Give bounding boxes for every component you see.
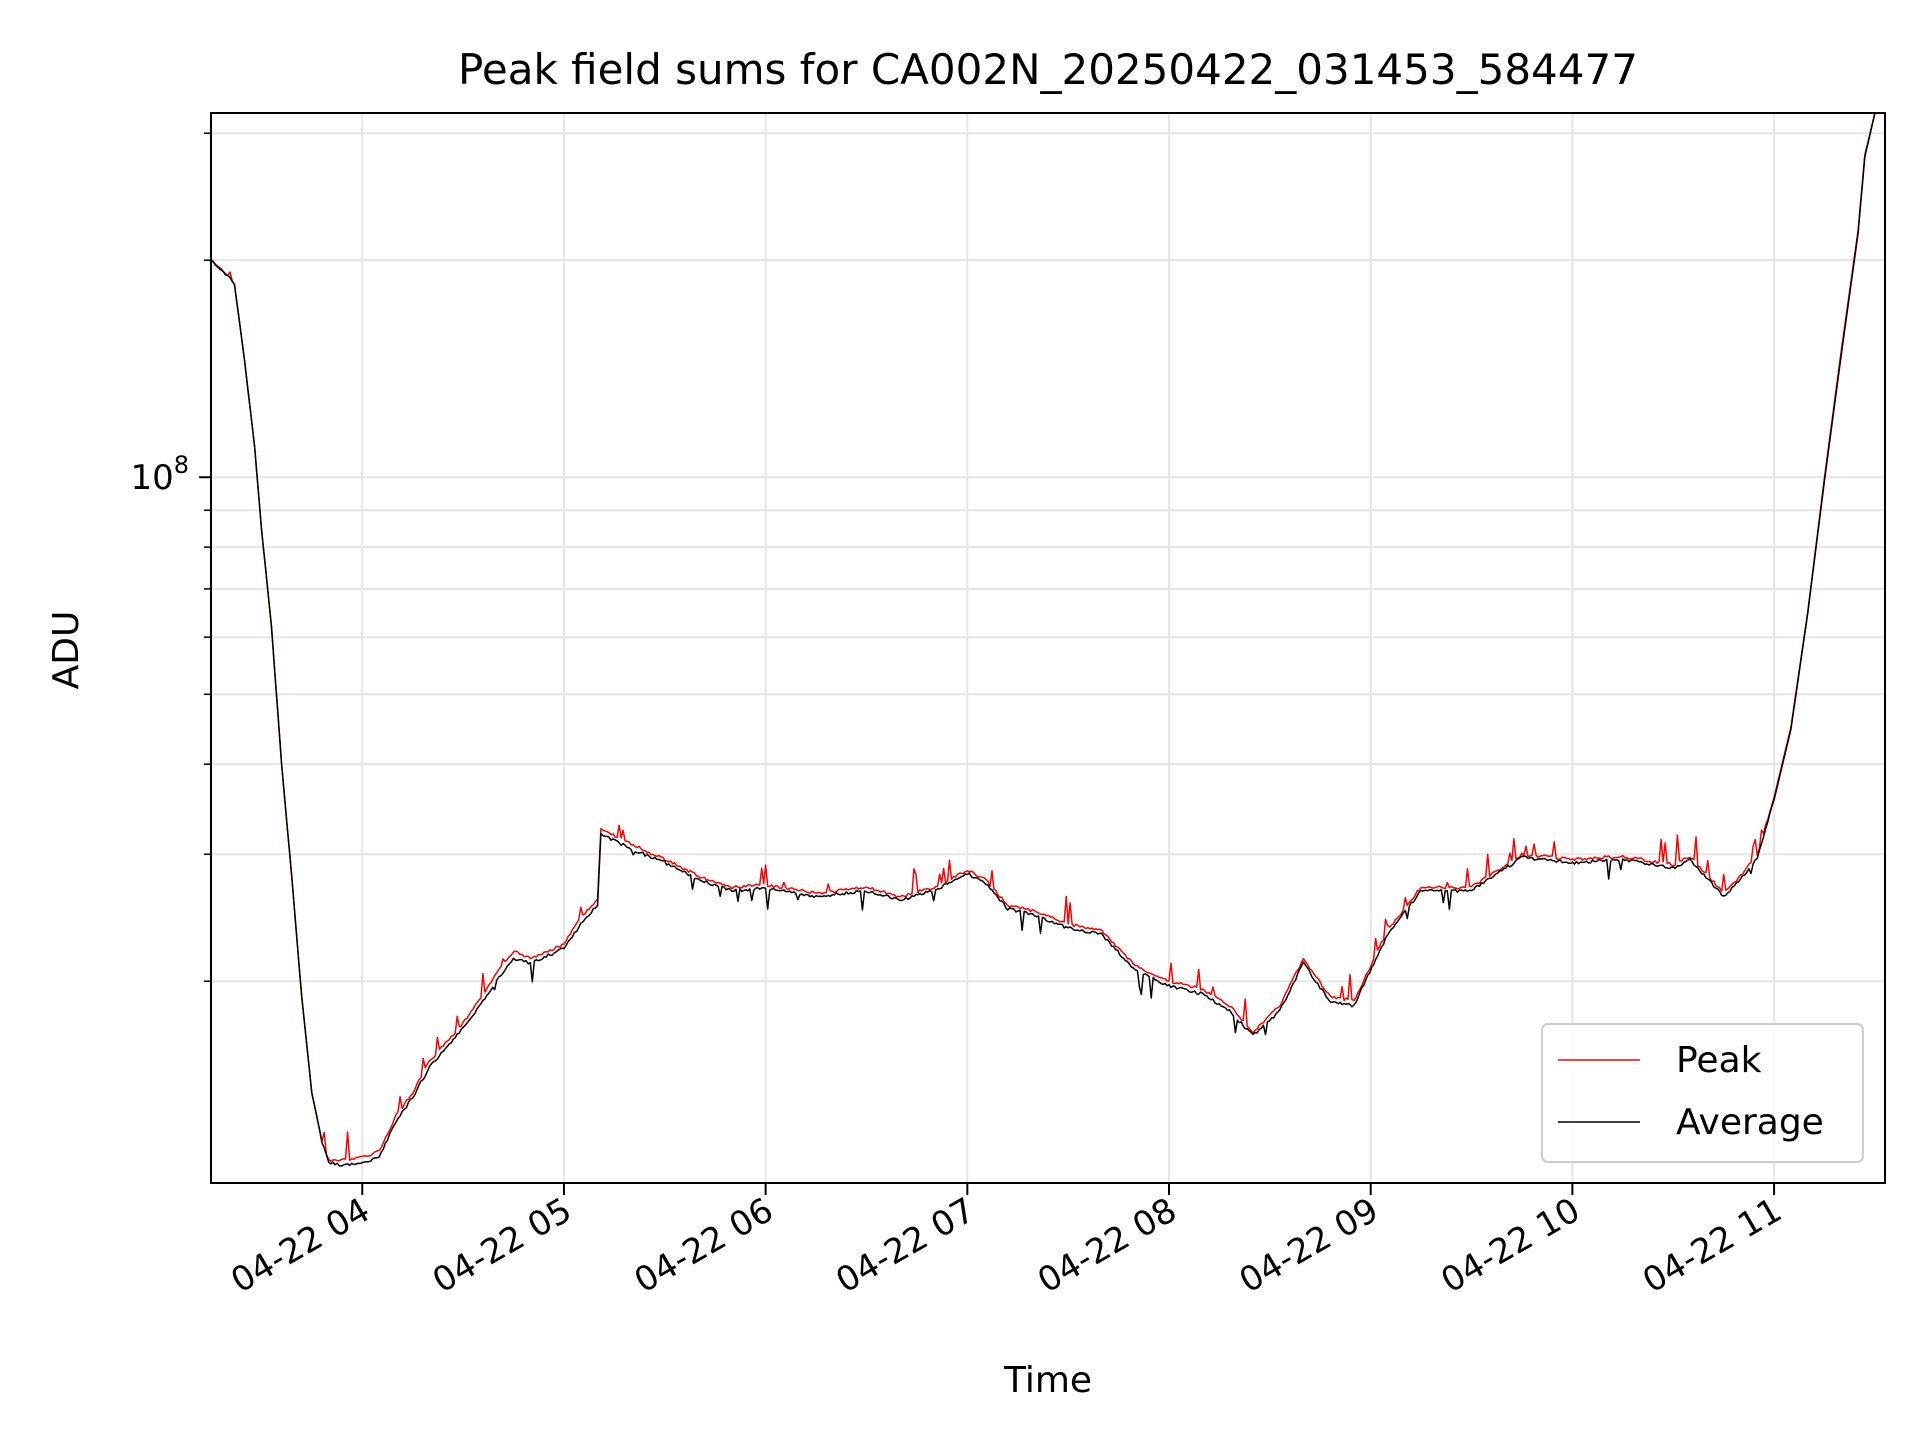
legend: Peak Average xyxy=(1541,1023,1864,1163)
plot-frame xyxy=(210,112,1886,1184)
chart-title: Peak field sums for CA002N_20250422_0314… xyxy=(458,45,1638,94)
y-axis-label: ADU xyxy=(46,611,87,690)
gridlines xyxy=(211,113,1885,1183)
y-axis: 108 xyxy=(130,132,211,982)
y-tick-label-exponent: 8 xyxy=(174,451,189,479)
legend-peak-label: Peak xyxy=(1676,1040,1762,1081)
series-peak-line xyxy=(211,113,1876,1162)
legend-box xyxy=(1541,1023,1864,1163)
series-average-line xyxy=(211,113,1876,1167)
legend-average-label: Average xyxy=(1676,1102,1824,1143)
plot-area xyxy=(211,113,1876,1167)
y-tick-label: 108 xyxy=(130,451,189,498)
y-tick-label-base: 10 xyxy=(130,458,173,498)
x-axis-label: Time xyxy=(1003,1360,1092,1401)
